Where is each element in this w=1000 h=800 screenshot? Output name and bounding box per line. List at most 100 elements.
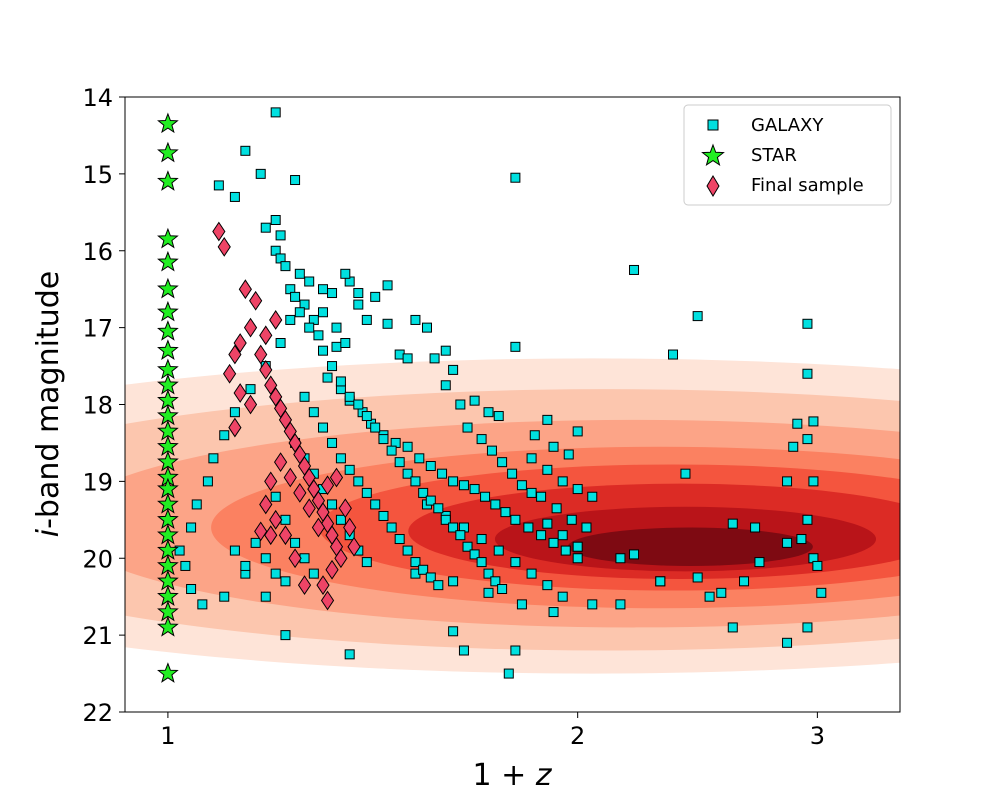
galaxy-point-193 — [782, 476, 793, 487]
galaxy-point-205 — [340, 268, 351, 279]
galaxy-point-58 — [548, 537, 559, 548]
final-sample-point-51 — [259, 325, 273, 346]
galaxy-point-30 — [448, 364, 459, 375]
galaxy-point-138 — [361, 487, 372, 498]
final-sample-point-40 — [293, 483, 307, 503]
galaxy-point-198 — [692, 572, 703, 583]
galaxy-point-1 — [240, 145, 251, 156]
galaxy-point-136 — [344, 464, 355, 475]
galaxy-point-195 — [802, 434, 813, 445]
final-sample-point-39 — [283, 467, 297, 488]
galaxy-point-12 — [318, 284, 329, 295]
galaxy-point-88 — [260, 591, 271, 602]
final-sample-point-34 — [278, 525, 293, 546]
galaxy-point-60 — [572, 553, 583, 564]
galaxy-point-166 — [229, 545, 240, 556]
galaxy-point-175 — [566, 514, 577, 525]
galaxy-point-192 — [808, 476, 819, 487]
galaxy-point-167 — [240, 560, 251, 571]
galaxy-point-173 — [536, 491, 547, 502]
galaxy-point-211 — [462, 422, 473, 433]
galaxy-point-53 — [490, 499, 501, 510]
star-point-0 — [157, 112, 179, 134]
galaxy-point-199 — [716, 587, 727, 598]
final-sample-point-31 — [320, 590, 335, 611]
galaxy-point-139 — [370, 499, 381, 510]
galaxy-point-127 — [476, 557, 487, 568]
star-point-3 — [157, 227, 179, 249]
star-point-2 — [157, 170, 179, 191]
galaxy-point-98 — [208, 453, 219, 464]
galaxy-point-132 — [308, 407, 319, 418]
star-point-4 — [157, 250, 179, 272]
y-tick-label-8: 22 — [82, 699, 113, 727]
data-points — [157, 107, 827, 683]
galaxy-point-67 — [526, 568, 537, 579]
galaxy-point-71 — [448, 576, 459, 587]
galaxy-point-120 — [425, 495, 436, 506]
galaxy-point-93 — [180, 560, 191, 571]
galaxy-point-125 — [462, 541, 473, 552]
galaxy-point-34 — [542, 414, 553, 425]
galaxy-point-7 — [260, 222, 271, 233]
galaxy-point-17 — [629, 264, 640, 275]
galaxy-point-222 — [290, 291, 301, 302]
galaxy-point-50 — [458, 480, 469, 491]
galaxy-point-165 — [280, 576, 291, 587]
final-sample-point-36 — [259, 494, 273, 515]
galaxy-point-46 — [414, 453, 425, 464]
galaxy-point-188 — [802, 514, 813, 525]
galaxy-point-122 — [440, 514, 451, 525]
final-sample-point-29 — [325, 559, 339, 580]
galaxy-point-35 — [572, 426, 583, 437]
final-sample-point-0 — [212, 221, 226, 242]
galaxy-point-162 — [250, 537, 261, 548]
galaxy-point-208 — [429, 353, 440, 364]
star-point-6 — [157, 300, 179, 322]
galaxy-point-85 — [503, 668, 514, 679]
galaxy-point-220 — [280, 261, 291, 272]
galaxy-point-217 — [526, 487, 537, 498]
galaxy-point-108 — [327, 361, 338, 372]
final-sample-point-10 — [228, 417, 242, 438]
galaxy-point-158 — [280, 514, 291, 525]
galaxy-point-203 — [382, 280, 393, 291]
final-sample-point-28 — [334, 548, 348, 569]
galaxy-point-55 — [510, 514, 521, 525]
galaxy-point-64 — [476, 534, 487, 545]
galaxy-point-81 — [802, 622, 813, 633]
galaxy-point-84 — [510, 645, 521, 656]
final-sample-point-41 — [302, 498, 316, 519]
galaxy-point-170 — [557, 476, 568, 487]
final-sample-point-42 — [311, 517, 326, 538]
galaxy-point-86 — [344, 649, 355, 660]
galaxy-point-159 — [290, 537, 301, 548]
axis-ticks: 1 2 3 14 15 16 17 18 19 20 21 22 — [82, 84, 825, 750]
y-tick-label-7: 21 — [82, 622, 113, 650]
final-sample-point-47 — [320, 475, 335, 496]
galaxy-point-225 — [318, 307, 329, 318]
galaxy-point-83 — [458, 645, 469, 656]
galaxy-point-140 — [378, 510, 389, 521]
legend-star-marker — [701, 143, 725, 167]
galaxy-point-115 — [386, 445, 397, 456]
galaxy-point-118 — [410, 476, 421, 487]
galaxy-point-75 — [587, 599, 598, 610]
final-sample-point-50 — [269, 310, 283, 330]
galaxy-point-38 — [322, 372, 333, 383]
galaxy-point-112 — [361, 411, 372, 422]
y-tick-label-4: 18 — [82, 392, 113, 420]
final-sample-point-8 — [233, 383, 247, 403]
galaxy-point-99 — [219, 430, 230, 441]
legend-galaxy-label: GALAXY — [751, 115, 824, 136]
galaxy-point-11 — [304, 276, 315, 287]
galaxy-point-5 — [213, 180, 224, 191]
star-point-8 — [157, 339, 179, 360]
x-tick-label-1: 2 — [570, 722, 585, 750]
galaxy-point-66 — [510, 557, 521, 568]
galaxy-point-143 — [402, 545, 413, 556]
galaxy-point-181 — [548, 441, 559, 452]
galaxy-point-0 — [270, 107, 281, 118]
galaxy-point-219 — [275, 230, 286, 241]
galaxy-point-191 — [816, 587, 827, 598]
